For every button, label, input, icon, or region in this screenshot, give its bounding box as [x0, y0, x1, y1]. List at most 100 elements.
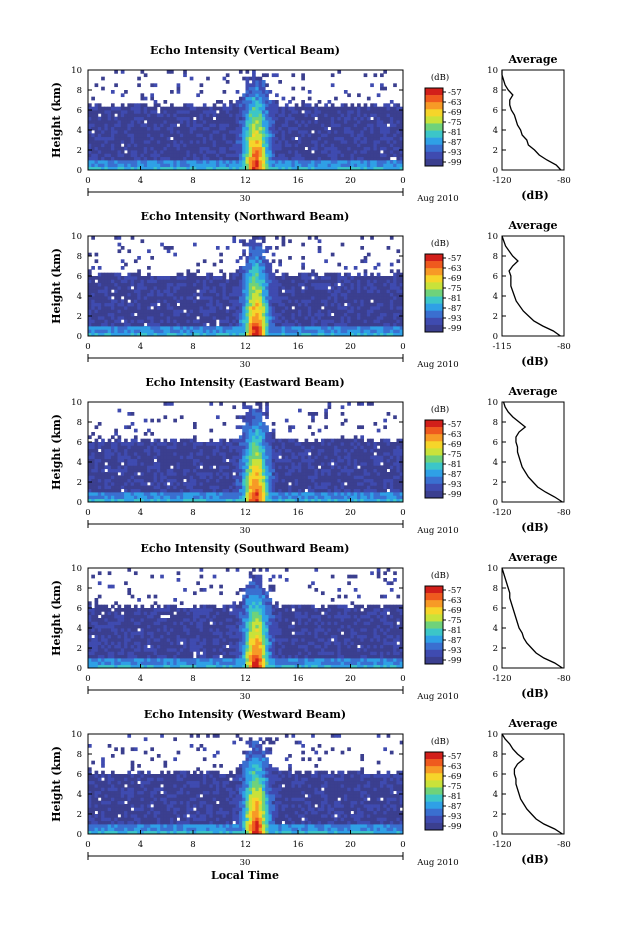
- heatmap-cell: [337, 140, 342, 144]
- heatmap-cell: [284, 130, 289, 134]
- heatmap-cell: [206, 312, 210, 317]
- heatmap-cell: [193, 242, 197, 247]
- heatmap-cell: [229, 438, 233, 443]
- heatmap-cell: [133, 166, 138, 171]
- heatmap-cell: [389, 160, 394, 164]
- heatmap-cell: [124, 332, 128, 337]
- colorbar-segment: [425, 144, 443, 153]
- heatmap-cell: [189, 455, 194, 460]
- heatmap-cell: [189, 482, 194, 486]
- heatmap-cell: [396, 279, 401, 284]
- heatmap-cell: [340, 329, 345, 334]
- heatmap-cell: [393, 316, 397, 320]
- heatmap-cell: [399, 110, 404, 114]
- heatmap-cell: [104, 465, 109, 470]
- heatmap-cell: [163, 166, 168, 171]
- heatmap-cell: [311, 143, 315, 148]
- heatmap-cell: [166, 402, 171, 406]
- heatmap-cell: [202, 462, 207, 466]
- heatmap-cell: [215, 326, 220, 330]
- heatmap-cell: [199, 140, 204, 144]
- heatmap-cell: [357, 309, 361, 314]
- heatmap-cell: [229, 488, 233, 493]
- heatmap-cell: [311, 166, 315, 171]
- heatmap-cell: [399, 113, 404, 118]
- heatmap-cell: [143, 73, 148, 78]
- heatmap-cell: [373, 302, 378, 307]
- heatmap-cell: [268, 150, 273, 154]
- heatmap-cell: [232, 306, 237, 310]
- colorbar-segment: [425, 88, 443, 96]
- heatmap-cell: [186, 455, 191, 460]
- heatmap-cell: [97, 332, 102, 337]
- heatmap-cell: [261, 322, 266, 327]
- heatmap-cell: [179, 485, 184, 490]
- heatmap-cell: [271, 156, 276, 161]
- heatmap-cell: [298, 126, 302, 131]
- heatmap-cell: [238, 286, 243, 290]
- heatmap-cell: [176, 153, 181, 158]
- heatmap-cell: [219, 116, 223, 121]
- heatmap-cell: [278, 332, 282, 337]
- heatmap-cell: [130, 130, 135, 134]
- heatmap-cell: [173, 296, 177, 300]
- heatmap-cell: [383, 276, 387, 280]
- heatmap-cell: [235, 495, 240, 500]
- heatmap-cell: [393, 143, 397, 148]
- heatmap-cell: [104, 136, 109, 141]
- heatmap-cell: [399, 322, 404, 327]
- heatmap-cell: [373, 123, 378, 128]
- heatmap-cell: [206, 136, 210, 141]
- heatmap-cell: [117, 279, 122, 284]
- heatmap-cell: [317, 332, 322, 337]
- heatmap-cell: [101, 296, 105, 300]
- heatmap-cell: [232, 279, 237, 284]
- heatmap-cell: [317, 249, 322, 254]
- heatmap-cell: [298, 160, 302, 164]
- heatmap-cell: [320, 143, 325, 148]
- heatmap-cell: [163, 150, 168, 154]
- heatmap-cell: [97, 312, 102, 317]
- heatmap-cell: [284, 296, 289, 300]
- heatmap-cell: [199, 495, 204, 500]
- y-tick-label: 6: [77, 272, 82, 282]
- heatmap-cell: [235, 133, 240, 138]
- heatmap-cell: [133, 110, 138, 114]
- heatmap-cell: [104, 329, 109, 334]
- heatmap-cell: [238, 482, 243, 486]
- heatmap-cell: [301, 276, 305, 280]
- colorbar-tick-label: -81: [448, 294, 462, 304]
- profile-x-tick-label: -115: [492, 342, 511, 352]
- heatmap-cell: [284, 316, 289, 320]
- heatmap-cell: [206, 302, 210, 307]
- heatmap-cell: [383, 279, 387, 284]
- heatmap-cell: [150, 146, 155, 151]
- heatmap-cell: [179, 123, 184, 128]
- heatmap-cell: [281, 143, 286, 148]
- heatmap-cell: [133, 475, 138, 480]
- heatmap-cell: [271, 103, 276, 108]
- heatmap-cell: [193, 495, 197, 500]
- heatmap-cell: [166, 160, 171, 164]
- heatmap-cell: [314, 140, 319, 144]
- heatmap-cell: [294, 166, 299, 171]
- heatmap-cell: [304, 292, 309, 297]
- heatmap-cell: [101, 299, 105, 304]
- heatmap-cell: [399, 286, 404, 290]
- heatmap-cell: [147, 465, 151, 470]
- heatmap-cell: [271, 279, 276, 284]
- heatmap-cell: [219, 166, 223, 171]
- heatmap-cell: [183, 306, 187, 310]
- heatmap-cell: [261, 276, 266, 280]
- heatmap-cell: [245, 140, 250, 144]
- heatmap-cell: [229, 495, 233, 500]
- heatmap-cell: [143, 442, 148, 446]
- heatmap-cell: [91, 110, 95, 114]
- heatmap-cell: [347, 156, 351, 161]
- heatmap-cell: [94, 160, 99, 164]
- heatmap-cell: [202, 163, 207, 168]
- heatmap-cell: [153, 282, 158, 287]
- heatmap-cell: [334, 143, 338, 148]
- heatmap-cell: [202, 286, 207, 290]
- heatmap-cell: [91, 140, 95, 144]
